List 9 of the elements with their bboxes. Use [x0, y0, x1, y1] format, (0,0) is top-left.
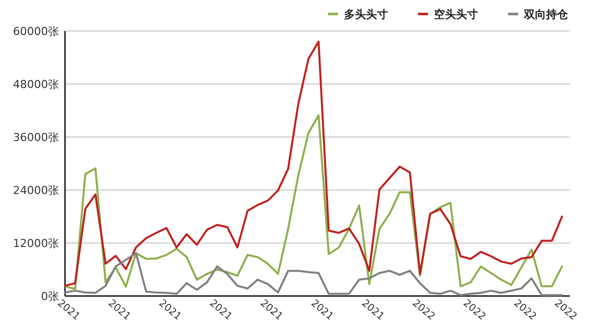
y-tick-label: 0张 [41, 290, 59, 303]
y-tick-label: 24000张 [13, 184, 59, 197]
legend-label: 双向持仓 [523, 8, 569, 21]
y-tick-label: 60000张 [13, 25, 59, 38]
legend-label: 多头头寸 [344, 8, 388, 21]
legend-label: 空头头寸 [434, 8, 478, 21]
y-tick-label: 12000张 [13, 237, 59, 250]
y-tick-label: 48000张 [13, 78, 59, 91]
y-tick-label: 36000张 [13, 131, 59, 144]
